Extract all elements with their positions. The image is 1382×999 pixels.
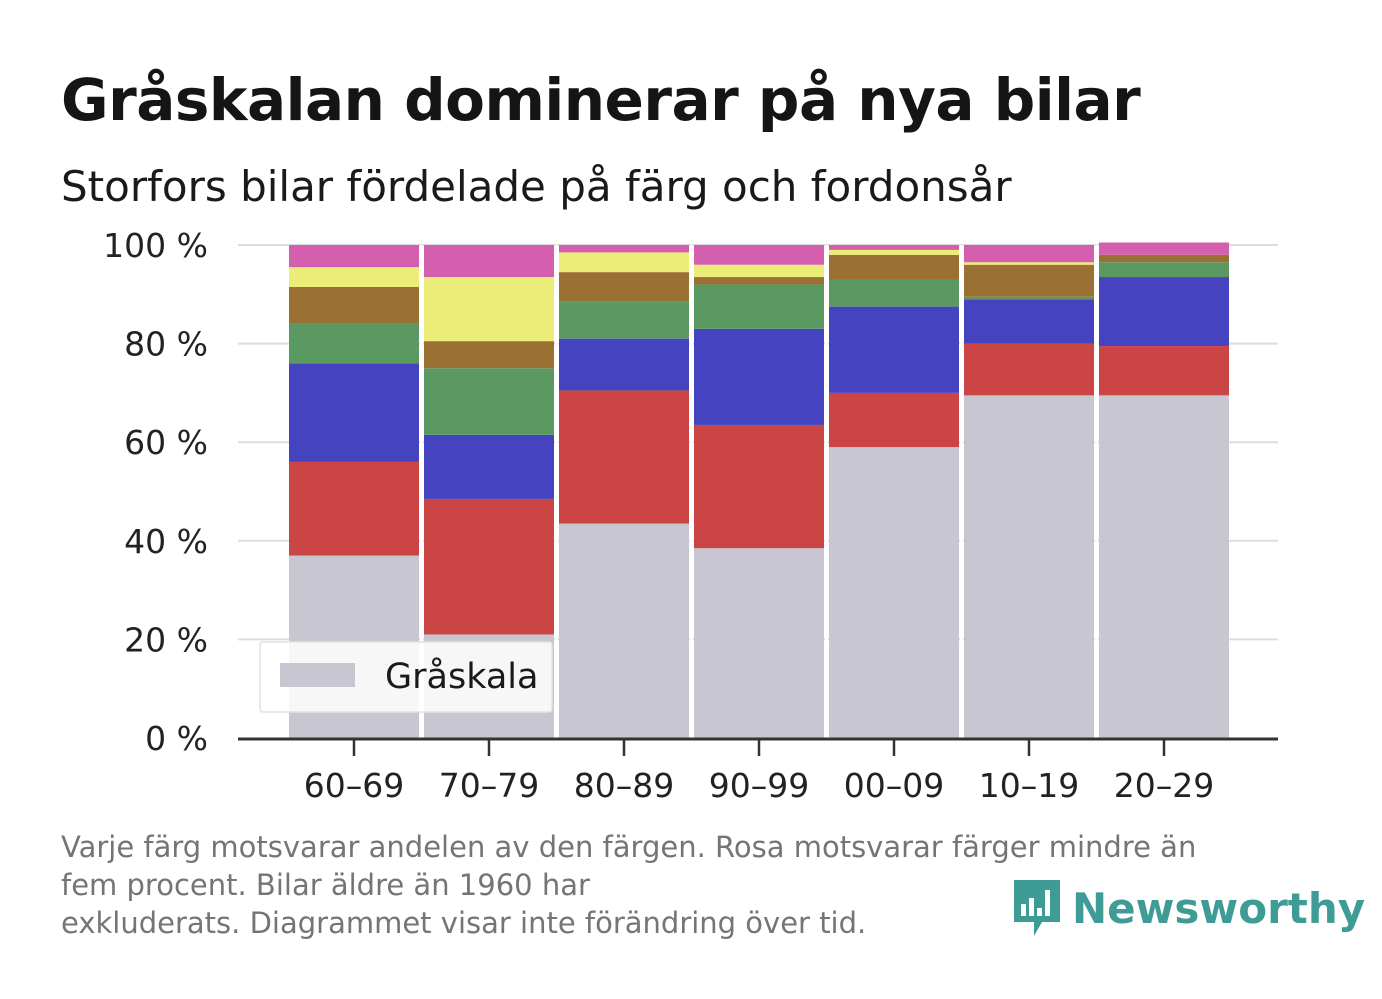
chart-subtitle: Storfors bilar fördelade på färg och for…	[61, 162, 1012, 211]
bar-segment-00–09-6	[829, 249, 959, 255]
y-tick-label: 40 %	[124, 522, 208, 561]
x-tick-label: 20–29	[1114, 766, 1214, 805]
footnote: Varje färg motsvarar andelen av den färg…	[61, 828, 1301, 942]
chart-title: Gråskalan dominerar på nya bilar	[61, 66, 1141, 134]
bar-segment-20–29-1	[1099, 395, 1229, 738]
bar-segment-10–19-5	[964, 264, 1094, 297]
bar-chart-speech-bubble-icon	[1014, 880, 1060, 936]
bar-segment-10–19-1	[964, 395, 1094, 738]
newsworthy-logo: Newsworthy	[1012, 878, 1365, 938]
bar-segment-90–99-4	[694, 284, 824, 329]
footnote-line-2: fem procent. Bilar äldre än 1960 har	[61, 868, 590, 902]
bar-segment-90–99-2	[694, 424, 824, 549]
bar-segment-20–29-3	[1099, 277, 1229, 347]
bar-segment-20–29-7	[1099, 242, 1229, 255]
bar-segment-00–09-7	[829, 245, 959, 250]
x-tick-label: 00–09	[844, 766, 944, 805]
bar-segment-70–79-5	[424, 341, 554, 369]
bar-segment-70–79-4	[424, 368, 554, 435]
bar-segment-80–89-7	[559, 245, 689, 253]
bar-segment-90–99-5	[694, 277, 824, 285]
bar-segment-80–89-1	[559, 523, 689, 738]
bar-segment-60–69-6	[289, 267, 419, 287]
x-tick-label: 90–99	[709, 766, 809, 805]
bar-segment-60–69-5	[289, 286, 419, 324]
bar-segment-90–99-3	[694, 328, 824, 425]
bar-segment-60–69-4	[289, 323, 419, 364]
bar-segment-00–09-4	[829, 279, 959, 307]
y-tick-label: 60 %	[124, 423, 208, 462]
bar-segment-20–29-5	[1099, 254, 1229, 263]
bar-segment-60–69-2	[289, 461, 419, 556]
legend-box	[259, 641, 553, 713]
y-tick-label: 80 %	[124, 325, 208, 364]
bar-segment-20–29-2	[1099, 346, 1229, 396]
bar-segment-00–09-5	[829, 254, 959, 280]
bar-segment-10–19-4	[964, 296, 1094, 300]
bar-segment-10–19-3	[964, 299, 1094, 344]
bar-segment-70–79-3	[424, 434, 554, 499]
bar-segment-60–69-7	[289, 245, 419, 268]
bar-segment-90–99-1	[694, 548, 824, 738]
bar-segment-00–09-1	[829, 447, 959, 738]
x-tick-label: 70–79	[439, 766, 539, 805]
bar-segment-80–89-3	[559, 338, 689, 391]
bar-segment-90–99-7	[694, 245, 824, 265]
bar-segment-70–79-7	[424, 245, 554, 278]
x-tick-label: 60–69	[304, 766, 404, 805]
y-tick-label: 100 %	[103, 226, 208, 265]
bar-segment-80–89-4	[559, 301, 689, 339]
bar-segment-90–99-6	[694, 264, 824, 278]
x-tick-label: 10–19	[979, 766, 1079, 805]
bar-segment-20–29-4	[1099, 262, 1229, 278]
footnote-line-1: Varje färg motsvarar andelen av den färg…	[61, 830, 1197, 864]
bar-segment-80–89-6	[559, 252, 689, 273]
bar-segment-70–79-6	[424, 277, 554, 342]
bar-segment-10–19-2	[964, 343, 1094, 396]
legend-label: Gråskala	[385, 656, 538, 697]
x-tick-label: 80–89	[574, 766, 674, 805]
y-tick-label: 0 %	[145, 719, 208, 758]
footnote-line-3: exkluderats. Diagrammet visar inte förän…	[61, 906, 867, 940]
bar-segment-10–19-7	[964, 245, 1094, 263]
bar-segment-10–19-6	[964, 262, 1094, 265]
bar-segment-00–09-3	[829, 306, 959, 393]
bar-segment-00–09-2	[829, 392, 959, 448]
brand-name: Newsworthy	[1072, 883, 1366, 933]
bar-segment-80–89-2	[559, 390, 689, 524]
bar-segment-70–79-2	[424, 498, 554, 635]
legend-swatch	[280, 663, 355, 687]
bar-segment-80–89-5	[559, 272, 689, 302]
y-tick-label: 20 %	[124, 620, 208, 659]
bar-segment-60–69-3	[289, 363, 419, 462]
